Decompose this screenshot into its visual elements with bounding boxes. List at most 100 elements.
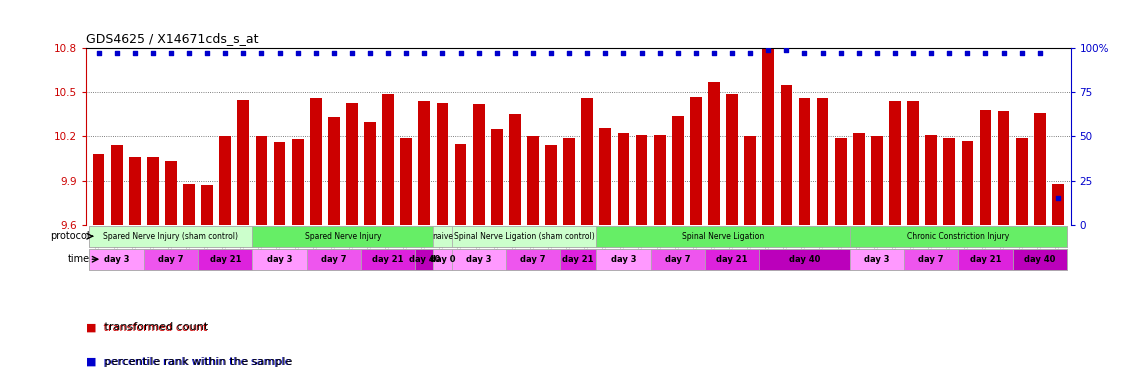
Text: percentile rank within the sample: percentile rank within the sample — [101, 357, 292, 367]
Point — [813, 50, 831, 56]
Bar — [252, 226, 434, 247]
Point — [235, 50, 253, 56]
Point — [451, 50, 469, 56]
Point — [597, 50, 615, 56]
Text: day 7: day 7 — [520, 255, 546, 264]
Point — [469, 50, 488, 56]
Bar — [418, 101, 431, 225]
Text: Spared Nerve Injury: Spared Nerve Injury — [305, 232, 381, 241]
Bar — [506, 249, 560, 270]
Bar — [545, 145, 556, 225]
Point — [615, 50, 633, 56]
Bar — [1016, 138, 1027, 225]
Point — [143, 50, 161, 56]
Text: day 3: day 3 — [104, 255, 129, 264]
Text: day 40: day 40 — [789, 255, 820, 264]
Bar — [962, 141, 973, 225]
Bar — [237, 99, 250, 225]
Bar — [434, 226, 451, 247]
Point — [1012, 50, 1030, 56]
Bar — [980, 110, 992, 225]
Text: day 7: day 7 — [665, 255, 690, 264]
Text: Spinal Nerve Ligation: Spinal Nerve Ligation — [682, 232, 764, 241]
Bar — [165, 161, 176, 225]
Bar — [635, 135, 647, 225]
Point — [705, 50, 724, 56]
Point — [669, 50, 687, 56]
Point — [741, 50, 759, 56]
Text: day 40: day 40 — [409, 255, 440, 264]
Text: day 21: day 21 — [717, 255, 748, 264]
Text: day 7: day 7 — [918, 255, 943, 264]
Point — [523, 50, 542, 56]
Text: GDS4625 / X14671cds_s_at: GDS4625 / X14671cds_s_at — [86, 32, 259, 45]
Bar — [835, 138, 846, 225]
Bar — [560, 249, 597, 270]
Bar — [617, 133, 630, 225]
Point — [903, 50, 922, 56]
Point — [977, 50, 995, 56]
Bar — [726, 94, 739, 225]
Bar — [255, 136, 267, 225]
Text: Chronic Constriction Injury: Chronic Constriction Injury — [907, 232, 1010, 241]
Point — [868, 50, 886, 56]
Bar — [144, 249, 198, 270]
Point — [180, 50, 198, 56]
Bar — [183, 184, 195, 225]
Bar — [491, 129, 503, 225]
Point — [361, 50, 379, 56]
Text: day 7: day 7 — [158, 255, 183, 264]
Point — [1030, 50, 1049, 56]
Bar — [89, 249, 144, 270]
Bar — [672, 116, 684, 225]
Point — [270, 50, 289, 56]
Text: day 40: day 40 — [1024, 255, 1056, 264]
Bar — [781, 85, 792, 225]
Text: day 0: day 0 — [429, 255, 456, 264]
Bar — [690, 97, 702, 225]
Text: day 21: day 21 — [562, 255, 594, 264]
Point — [216, 50, 235, 56]
Point — [342, 50, 361, 56]
Text: day 3: day 3 — [610, 255, 637, 264]
Point — [687, 50, 705, 56]
Point — [759, 47, 777, 53]
Text: day 3: day 3 — [466, 255, 491, 264]
Point — [831, 50, 850, 56]
Bar — [705, 249, 759, 270]
Bar — [907, 101, 919, 225]
Bar — [958, 249, 1012, 270]
Point — [940, 50, 958, 56]
Text: protocol: protocol — [50, 231, 89, 241]
Bar — [798, 98, 811, 225]
Bar — [510, 114, 521, 225]
Bar — [744, 136, 756, 225]
Point — [108, 50, 126, 56]
Point — [416, 50, 434, 56]
Bar — [89, 226, 252, 247]
Bar — [600, 127, 611, 225]
Text: Spinal Nerve Ligation (sham control): Spinal Nerve Ligation (sham control) — [453, 232, 594, 241]
Bar — [147, 157, 159, 225]
Bar — [597, 226, 850, 247]
Point — [796, 50, 814, 56]
Bar — [93, 154, 104, 225]
Bar — [763, 50, 774, 225]
Bar — [307, 249, 361, 270]
Point — [506, 50, 524, 56]
Bar — [527, 136, 539, 225]
Bar — [850, 226, 1067, 247]
Bar — [451, 226, 597, 247]
Bar — [925, 135, 937, 225]
Point — [198, 50, 216, 56]
Bar — [563, 138, 575, 225]
Bar — [310, 98, 322, 225]
Point — [89, 50, 108, 56]
Bar — [274, 142, 285, 225]
Point — [578, 50, 597, 56]
Text: Spared Nerve Injury (sham control): Spared Nerve Injury (sham control) — [103, 232, 238, 241]
Point — [289, 50, 307, 56]
Bar — [401, 138, 412, 225]
Text: day 3: day 3 — [267, 255, 292, 264]
Point — [722, 50, 741, 56]
